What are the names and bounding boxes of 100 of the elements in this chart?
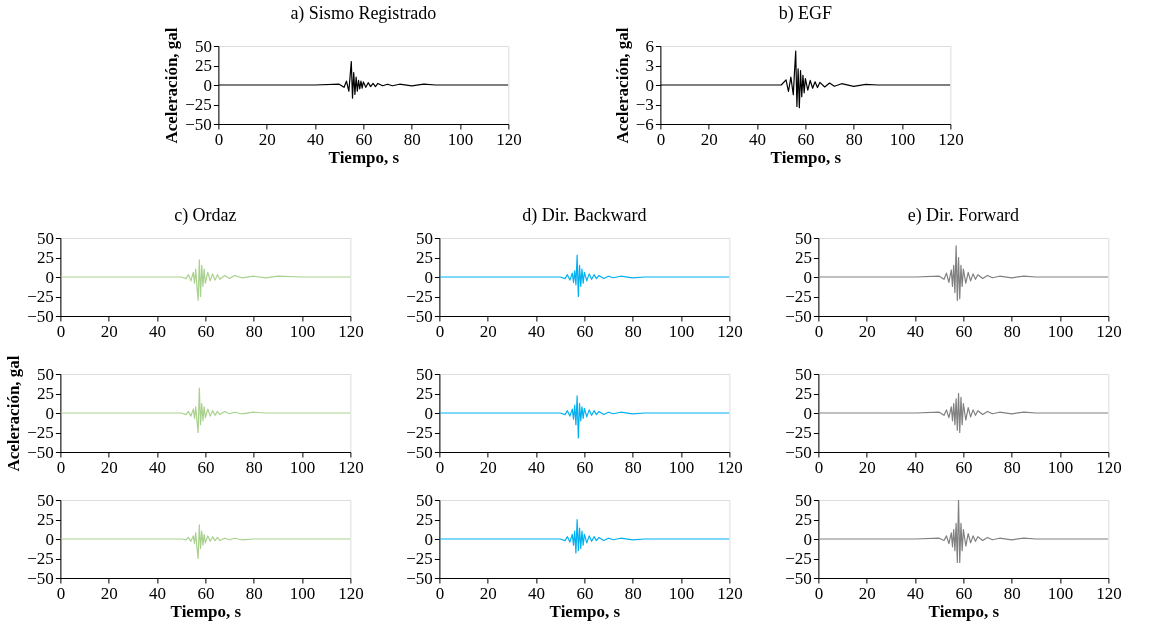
y-tick-label: −50 [406,306,433,326]
line-series [60,524,351,560]
y-tick-label: 0 [645,75,654,95]
x-tick-label: 80 [245,321,263,341]
x-tick-label: 60 [955,583,973,603]
chart-title: c) Ordaz [174,205,237,226]
y-tick-label: −25 [785,549,812,568]
x-tick-label: 40 [907,457,925,477]
x-axis-title: Tiempo, s [328,147,400,167]
x-tick-label: 80 [624,583,642,603]
y-axis-title: Aceleración, gal [612,27,632,144]
y-tick-label: 50 [794,364,812,384]
x-tick-label: 100 [1047,583,1074,603]
y-tick-label: 50 [794,228,812,248]
y-tick-label: −25 [27,287,54,306]
x-tick-label: 80 [403,129,421,149]
y-tick-label: 50 [194,36,212,56]
x-tick-label: 100 [289,321,316,341]
y-tick-label: −25 [406,287,433,306]
x-tick-label: 20 [100,321,118,341]
x-tick-label: 60 [197,457,215,477]
y-tick-label: 0 [424,529,433,549]
x-tick-label: 20 [479,583,497,603]
y-tick-label: 50 [36,364,54,384]
x-tick-label: 120 [338,457,364,477]
x-tick-label: 120 [338,583,364,603]
y-tick-label: 50 [415,364,433,384]
y-tick-label: −50 [27,568,54,588]
x-tick-label: 120 [717,321,743,341]
line-series [439,518,730,554]
y-tick-label: 50 [36,228,54,248]
y-tick-label: 50 [36,490,54,510]
line-series [60,259,351,301]
x-tick-label: 120 [717,583,743,603]
chart-title: d) Dir. Backward [522,205,647,226]
y-tick-label: −3 [635,95,654,114]
y-tick-label: 50 [415,228,433,248]
y-tick-label: −50 [185,114,212,134]
y-tick-label: −25 [785,423,812,442]
x-tick-label: 20 [100,583,118,603]
y-tick-label: −25 [27,549,54,568]
chart-title: e) Dir. Forward [907,205,1020,226]
y-tick-label: 25 [36,248,54,267]
x-tick-label: 100 [668,321,695,341]
x-tick-label: 100 [447,129,474,149]
y-tick-label: −50 [785,306,812,326]
x-tick-label: 60 [197,583,215,603]
y-tick-label: −25 [406,423,433,442]
y-tick-label: 25 [794,510,812,529]
x-tick-label: 120 [496,129,522,149]
y-tick-label: 0 [424,267,433,287]
y-tick-label: 25 [36,384,54,403]
x-tick-label: 80 [624,457,642,477]
x-axis-title: Tiempo, s [928,601,1000,621]
y-tick-label: 25 [194,56,212,75]
x-tick-label: 80 [624,321,642,341]
x-tick-label: 120 [1096,321,1122,341]
x-tick-label: 80 [845,129,863,149]
x-tick-label: 40 [528,583,546,603]
y-tick-label: 3 [645,56,654,75]
y-tick-label: −50 [406,568,433,588]
x-tick-label: 60 [797,129,815,149]
x-tick-label: 100 [1047,457,1074,477]
y-tick-label: −50 [27,306,54,326]
y-tick-label: −50 [785,442,812,462]
x-tick-label: 120 [938,129,964,149]
y-tick-label: −6 [635,114,654,134]
y-tick-label: 25 [415,510,433,529]
x-tick-label: 40 [907,583,925,603]
x-tick-label: 60 [576,583,594,603]
x-tick-label: 120 [338,321,364,341]
y-tick-label: 0 [803,529,812,549]
x-axis-title: Tiempo, s [549,601,621,621]
x-tick-label: 40 [528,457,546,477]
y-axis-title: Aceleración, gal [4,355,24,472]
x-tick-label: 100 [289,583,316,603]
y-tick-label: 50 [415,490,433,510]
x-axis-title: Tiempo, s [770,147,842,167]
y-tick-label: 25 [36,510,54,529]
line-series [818,500,1109,563]
x-tick-label: 80 [1003,583,1021,603]
x-tick-label: 60 [955,457,973,477]
x-tick-label: 40 [149,457,167,477]
x-tick-label: 100 [889,129,916,149]
x-tick-label: 100 [1047,321,1074,341]
x-tick-label: 20 [258,129,276,149]
line-series [439,254,730,298]
chart-title: a) Sismo Registrado [290,2,437,24]
line-series [818,392,1109,434]
x-tick-label: 100 [289,457,316,477]
x-tick-label: 120 [717,457,743,477]
y-tick-label: 25 [415,248,433,267]
x-tick-label: 120 [1096,457,1122,477]
y-tick-label: 0 [45,529,54,549]
y-tick-label: 25 [415,384,433,403]
y-tick-label: 0 [803,403,812,423]
y-tick-label: 25 [794,384,812,403]
x-tick-label: 40 [528,321,546,341]
x-tick-label: 60 [197,321,215,341]
y-tick-label: 0 [203,75,212,95]
